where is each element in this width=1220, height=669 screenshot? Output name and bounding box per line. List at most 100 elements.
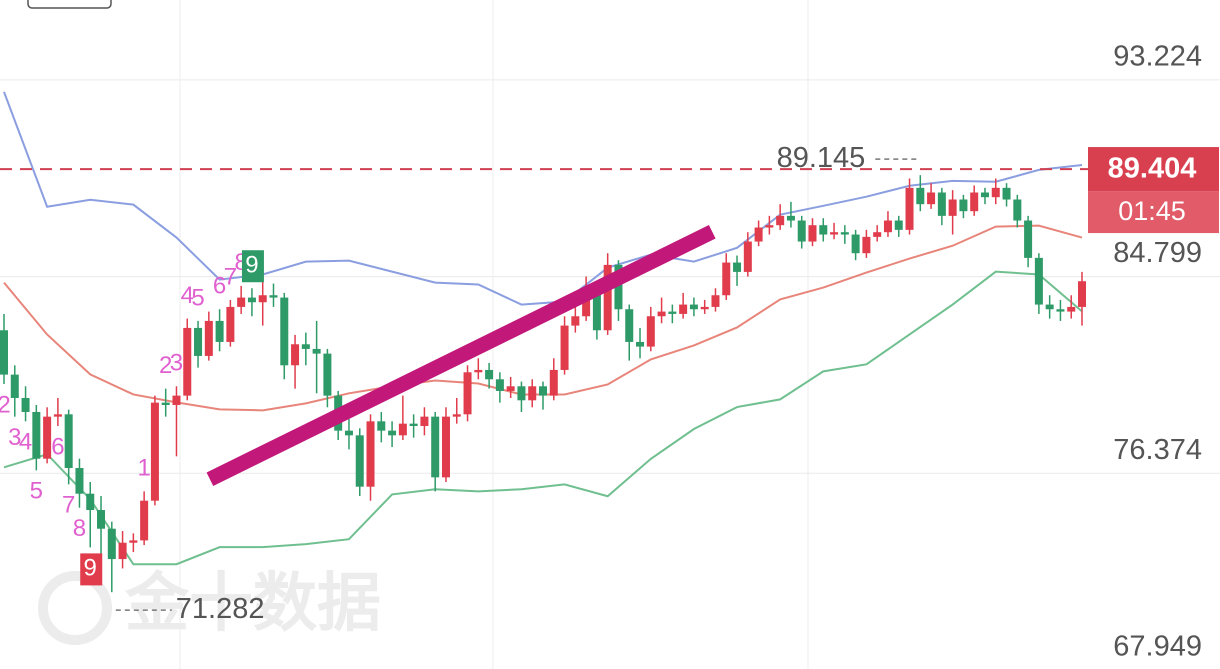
candle-body — [140, 500, 149, 541]
candle-body — [452, 414, 461, 417]
candle-body — [517, 386, 526, 401]
candle-body — [21, 397, 30, 412]
candle-body — [377, 421, 386, 431]
candle-body — [743, 241, 752, 272]
candle-body — [733, 262, 742, 272]
candle-body — [463, 372, 472, 415]
last-price-box — [1088, 147, 1219, 192]
candle-body — [991, 187, 1000, 198]
candle-body — [495, 379, 504, 391]
candle-body — [948, 199, 957, 216]
td-count: 7 — [62, 492, 75, 519]
candle-body — [970, 192, 979, 212]
candle-body — [485, 369, 494, 380]
td-count: 6 — [51, 433, 64, 460]
candle-body — [1045, 304, 1054, 310]
candle-body — [1056, 309, 1065, 312]
candle-body — [398, 423, 407, 436]
td-box — [241, 250, 264, 283]
watermark-logo — [38, 571, 112, 645]
trendline — [206, 225, 716, 486]
candle-body — [183, 327, 192, 396]
y-tick-label: 84.799 — [1113, 237, 1202, 269]
td-count: 1 — [137, 455, 150, 482]
candle-body — [1013, 199, 1022, 221]
candle-body — [269, 295, 278, 298]
candle-body — [636, 341, 645, 347]
candle-body — [75, 468, 84, 494]
candle-body — [323, 353, 332, 396]
candle-body — [603, 264, 612, 331]
candle-body — [873, 232, 882, 237]
candle-body — [668, 311, 677, 314]
candle-body — [215, 320, 224, 342]
candle-body — [959, 199, 968, 212]
candle-body — [64, 414, 73, 469]
candle-body — [1024, 220, 1033, 258]
td-count: 7 — [224, 263, 237, 290]
candle-body — [441, 416, 450, 478]
candle-body — [431, 416, 440, 478]
candle-body — [905, 187, 914, 230]
candle-body — [0, 330, 8, 375]
top-button[interactable] — [27, 0, 112, 9]
candle-body — [1002, 187, 1011, 200]
td-count: 9 — [84, 555, 97, 582]
td-count: 4 — [181, 282, 194, 309]
candle-body — [592, 288, 601, 331]
candle-body — [765, 225, 774, 228]
watermark: 金十数据 — [124, 567, 381, 639]
candle-body — [280, 297, 289, 366]
candle-body — [409, 423, 418, 426]
candle-body — [851, 234, 860, 254]
candle-body — [43, 416, 52, 459]
candle-body — [786, 215, 795, 221]
candle-body — [916, 187, 925, 205]
candle-body — [797, 220, 806, 242]
candle-body — [894, 220, 903, 230]
candle-body — [689, 304, 698, 310]
candle-body — [366, 421, 375, 487]
td-count: 2 — [0, 391, 11, 418]
candle-body — [194, 327, 203, 356]
td-count: 2 — [159, 352, 172, 379]
candle-body — [980, 192, 989, 198]
candle-body — [312, 348, 321, 354]
td-count: 3 — [170, 350, 183, 377]
candle-body — [819, 225, 828, 235]
candle-body — [129, 540, 138, 543]
candle-body — [840, 232, 849, 235]
candle-body — [776, 215, 785, 226]
candle-body — [204, 320, 213, 356]
candle-body — [549, 369, 558, 396]
candle-body — [107, 528, 116, 560]
countdown: 01:45 — [1118, 196, 1186, 226]
candle-body — [582, 288, 591, 317]
candle-body — [344, 430, 353, 436]
candle-body — [722, 262, 731, 296]
candle-body — [10, 374, 19, 398]
candle-body — [711, 295, 720, 307]
candle-body — [1067, 306, 1076, 312]
candle-body — [388, 430, 397, 436]
candle-body — [226, 306, 235, 342]
candle-body — [355, 435, 364, 487]
candle-body — [420, 416, 429, 426]
candle-body — [625, 309, 634, 342]
candle-body — [237, 297, 246, 307]
candle-body — [172, 395, 181, 405]
candle-body — [657, 311, 666, 317]
candle-body — [291, 344, 300, 366]
candle-body — [301, 344, 310, 349]
candle-body — [53, 414, 62, 417]
candle-body — [161, 402, 170, 405]
candle-body — [258, 295, 267, 303]
td-count: 5 — [30, 478, 43, 505]
td-box — [80, 553, 103, 586]
candle-body — [830, 232, 839, 235]
candle-body — [86, 493, 95, 511]
td-count: 9 — [245, 252, 258, 279]
